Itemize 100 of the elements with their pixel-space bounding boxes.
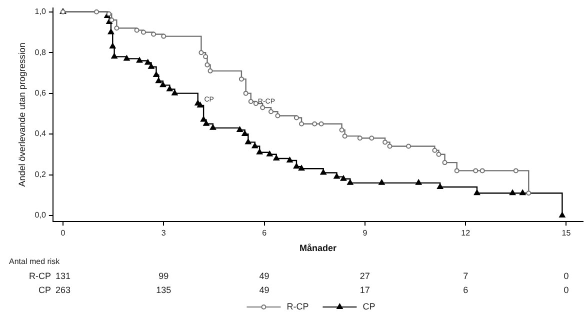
point xyxy=(526,190,532,196)
point xyxy=(369,136,374,141)
point xyxy=(153,71,160,77)
point xyxy=(275,113,280,118)
y-axis-title: Andel överlevande utan progression xyxy=(16,42,27,187)
point xyxy=(238,76,244,82)
point xyxy=(294,115,299,120)
text: 135 xyxy=(156,285,172,296)
point xyxy=(347,179,354,185)
point xyxy=(210,124,216,130)
x-tick-label: 9 xyxy=(362,228,368,238)
point xyxy=(480,168,485,174)
x-tick-label: 0 xyxy=(60,228,66,238)
point xyxy=(339,127,344,132)
point xyxy=(298,165,305,171)
point xyxy=(520,190,526,196)
point xyxy=(312,121,318,126)
point xyxy=(109,18,114,23)
text: 49 xyxy=(259,271,270,282)
point xyxy=(245,138,252,144)
point xyxy=(509,190,516,196)
x-tick-label: 12 xyxy=(461,228,471,238)
point xyxy=(141,30,146,35)
point xyxy=(293,163,300,169)
x-tick-label: 3 xyxy=(161,228,166,238)
legend-label: CP xyxy=(362,301,376,312)
point xyxy=(378,179,385,185)
point xyxy=(416,179,422,185)
point xyxy=(134,28,140,33)
point xyxy=(110,42,116,48)
x-tick-label: 6 xyxy=(262,228,268,238)
point xyxy=(382,140,388,145)
point xyxy=(406,144,412,149)
text: 99 xyxy=(158,271,169,282)
point xyxy=(161,34,166,39)
point xyxy=(253,101,258,106)
text: 6 xyxy=(463,285,468,296)
point xyxy=(108,28,114,34)
point xyxy=(436,152,442,157)
point xyxy=(111,53,118,59)
point xyxy=(203,120,210,126)
point xyxy=(156,78,162,84)
point xyxy=(334,173,340,179)
point xyxy=(273,154,280,160)
y-tick-label: 1,0 xyxy=(34,7,46,16)
text: R-CP xyxy=(28,271,51,282)
x-tick-label: 15 xyxy=(562,228,572,238)
point xyxy=(204,62,210,68)
legend-label: R-CP xyxy=(286,301,309,312)
y-tick-label: 0,0 xyxy=(34,210,46,220)
point xyxy=(124,55,130,61)
point xyxy=(559,212,566,218)
point xyxy=(260,105,266,110)
point xyxy=(266,150,273,156)
point xyxy=(454,168,460,174)
y-tick-label: 0,4 xyxy=(34,129,46,138)
point xyxy=(387,144,392,149)
point xyxy=(432,148,438,153)
y-tick-label: 0,6 xyxy=(34,88,46,98)
text: 7 xyxy=(463,271,468,282)
point xyxy=(248,98,254,104)
point xyxy=(442,160,448,166)
point xyxy=(236,126,243,132)
point xyxy=(474,190,480,196)
point xyxy=(172,90,178,96)
text: 17 xyxy=(360,285,370,296)
point xyxy=(252,142,258,148)
point xyxy=(357,136,362,141)
text: 263 xyxy=(55,285,70,296)
point xyxy=(208,68,213,74)
point xyxy=(340,175,347,181)
point xyxy=(436,183,444,189)
text: 49 xyxy=(259,285,270,296)
point xyxy=(197,102,204,108)
x-axis-title: Månader xyxy=(299,243,337,254)
text: 0 xyxy=(564,285,569,296)
point xyxy=(268,109,274,114)
point xyxy=(342,134,348,139)
point xyxy=(198,50,204,56)
point xyxy=(144,59,151,65)
point xyxy=(286,157,293,163)
text: 27 xyxy=(360,271,370,282)
point xyxy=(203,54,208,60)
point xyxy=(299,121,304,126)
text: 131 xyxy=(55,271,70,282)
point xyxy=(114,26,120,31)
point xyxy=(166,86,173,92)
point xyxy=(513,168,518,174)
point xyxy=(106,11,112,16)
y-tick-label: 0,8 xyxy=(34,48,46,57)
text: 0 xyxy=(564,271,569,282)
point xyxy=(256,148,263,154)
point xyxy=(243,90,248,96)
point xyxy=(151,32,156,37)
point xyxy=(242,130,248,136)
y-tick-label: 0,2 xyxy=(34,170,46,179)
point xyxy=(318,121,324,126)
point xyxy=(473,168,478,174)
point xyxy=(160,82,166,88)
point xyxy=(136,57,143,63)
